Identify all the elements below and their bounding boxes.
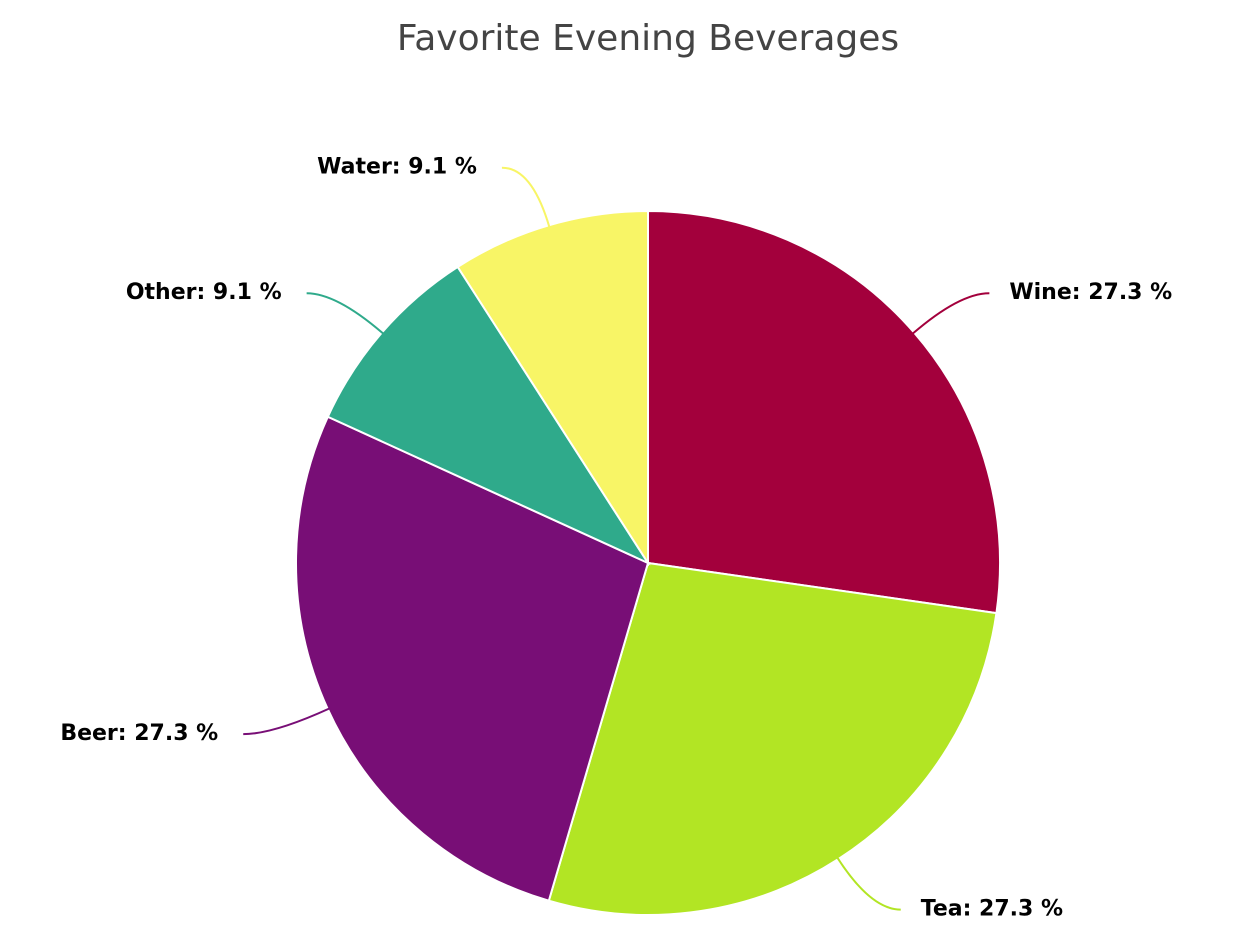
connector xyxy=(911,292,990,335)
connector xyxy=(836,856,901,911)
data-label: Wine: 27.3 % xyxy=(1009,280,1172,305)
connector xyxy=(306,292,385,335)
data-label: Other: 9.1 % xyxy=(126,280,282,305)
chart-title: Favorite Evening Beverages xyxy=(397,18,899,59)
connector xyxy=(243,707,331,736)
pie-slice xyxy=(647,209,1001,615)
data-label: Water: 9.1 % xyxy=(317,155,477,180)
data-label: Tea: 27.3 % xyxy=(921,897,1063,922)
connector xyxy=(501,166,551,228)
data-label: Beer: 27.3 % xyxy=(60,721,218,746)
